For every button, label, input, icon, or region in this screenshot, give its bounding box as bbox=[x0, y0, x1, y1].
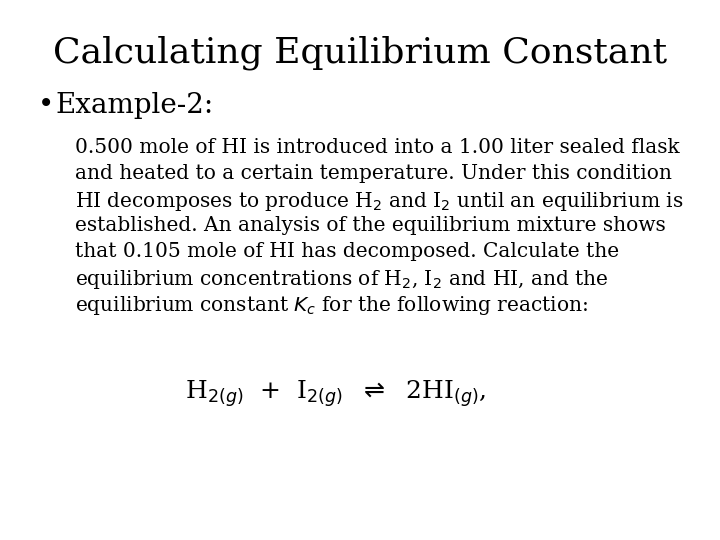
Text: that 0.105 mole of HI has decomposed. Calculate the: that 0.105 mole of HI has decomposed. Ca… bbox=[75, 242, 619, 261]
Text: equilibrium concentrations of H$_2$, I$_2$ and HI, and the: equilibrium concentrations of H$_2$, I$_… bbox=[75, 268, 608, 291]
Text: H$_{2(g)}$  +  I$_{2(g)}$  $\rightleftharpoons$  2HI$_{(g)}$,: H$_{2(g)}$ + I$_{2(g)}$ $\rightleftharpo… bbox=[185, 378, 487, 409]
Text: Example-2:: Example-2: bbox=[55, 92, 213, 119]
Text: HI decomposes to produce H$_2$ and I$_2$ until an equilibrium is: HI decomposes to produce H$_2$ and I$_2$… bbox=[75, 190, 683, 213]
Text: and heated to a certain temperature. Under this condition: and heated to a certain temperature. Und… bbox=[75, 164, 672, 183]
Text: equilibrium constant $K_c$ for the following reaction:: equilibrium constant $K_c$ for the follo… bbox=[75, 294, 588, 317]
Text: •: • bbox=[38, 92, 54, 119]
Text: Calculating Equilibrium Constant: Calculating Equilibrium Constant bbox=[53, 35, 667, 70]
Text: 0.500 mole of HI is introduced into a 1.00 liter sealed flask: 0.500 mole of HI is introduced into a 1.… bbox=[75, 138, 680, 157]
Text: established. An analysis of the equilibrium mixture shows: established. An analysis of the equilibr… bbox=[75, 216, 666, 235]
